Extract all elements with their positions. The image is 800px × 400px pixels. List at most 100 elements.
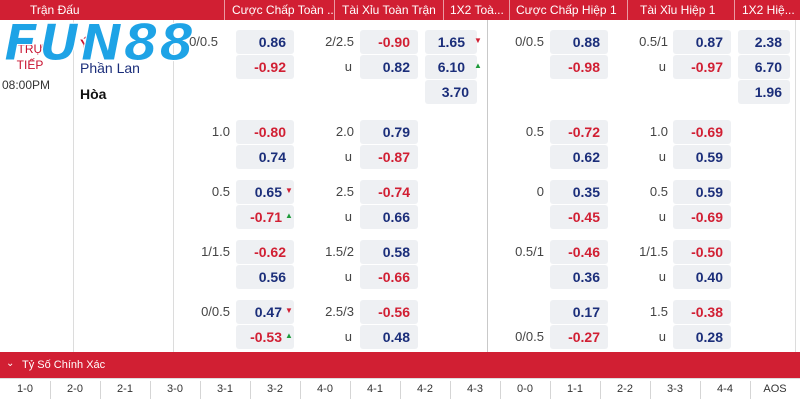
odds-cell[interactable]: 0.40 xyxy=(673,265,731,289)
odds-cell[interactable]: 1.65 xyxy=(425,30,477,54)
odds-cell[interactable]: -0.46 xyxy=(550,240,608,264)
h1-hdp-line: 0/0.5 xyxy=(515,329,544,344)
odds-cell[interactable]: 0.58 xyxy=(360,240,418,264)
score-option[interactable]: 4-2 xyxy=(417,383,433,395)
score-option[interactable]: 4-0 xyxy=(317,383,333,395)
odds-cell[interactable]: -0.56 xyxy=(360,300,418,324)
header-divider xyxy=(224,0,225,20)
score-option[interactable]: 2-0 xyxy=(67,383,83,395)
score-option[interactable]: 3-2 xyxy=(267,383,283,395)
odds-cell[interactable]: -0.98 xyxy=(550,55,608,79)
odds-cell[interactable]: 0.86 xyxy=(236,30,294,54)
score-option[interactable]: 2-2 xyxy=(617,383,633,395)
odds-cell[interactable]: -0.69 xyxy=(673,120,731,144)
chevron-down-icon[interactable]: ⌄ xyxy=(6,358,15,369)
score-option[interactable]: 0-0 xyxy=(517,383,533,395)
score-option[interactable]: 3-1 xyxy=(217,383,233,395)
odds-down-icon: ▼ xyxy=(285,186,293,195)
odds-cell[interactable]: -0.87 xyxy=(360,145,418,169)
score-option[interactable]: 1-0 xyxy=(17,383,33,395)
odds-cell[interactable]: -0.53 xyxy=(236,325,294,349)
odds-cell[interactable]: -0.97 xyxy=(673,55,731,79)
ft-ou-line: 2.5/3 xyxy=(325,304,354,319)
score-option[interactable]: 3-3 xyxy=(667,383,683,395)
odds-cell[interactable]: -0.66 xyxy=(360,265,418,289)
score-option[interactable]: 3-0 xyxy=(167,383,183,395)
odds-cell[interactable]: -0.69 xyxy=(673,205,731,229)
odds-cell[interactable]: 0.65 xyxy=(236,180,294,204)
odds-cell[interactable]: 0.88 xyxy=(550,30,608,54)
odds-cell[interactable]: 6.10 xyxy=(425,55,477,79)
table-header: Trận Đấu Cược Chấp Toàn ... Tài Xỉu Toàn… xyxy=(0,0,800,20)
odds-cell[interactable]: -0.74 xyxy=(360,180,418,204)
draw-label: Hòa xyxy=(80,86,107,102)
header-ft-1x2[interactable]: 1X2 Toà... xyxy=(450,3,504,17)
match-time: 08:00PM xyxy=(2,78,51,92)
odds-cell[interactable]: -0.38 xyxy=(673,300,731,324)
odds-cell[interactable]: 0.74 xyxy=(236,145,294,169)
score-option[interactable]: 1-1 xyxy=(567,383,583,395)
score-option[interactable]: AOS xyxy=(763,383,787,395)
odds-cell[interactable]: 0.36 xyxy=(550,265,608,289)
odds-cell[interactable]: 0.79 xyxy=(360,120,418,144)
header-h1-1x2[interactable]: 1X2 Hiệ... xyxy=(742,3,795,17)
odds-cell[interactable]: 6.70 xyxy=(738,55,790,79)
fun88-logo: FUN88 xyxy=(3,14,196,72)
header-h1-overunder[interactable]: Tài Xỉu Hiệp 1 xyxy=(640,3,716,17)
odds-cell[interactable]: -0.45 xyxy=(550,205,608,229)
score-option[interactable]: 4-3 xyxy=(467,383,483,395)
score-option[interactable]: 4-1 xyxy=(367,383,383,395)
odds-cell[interactable]: 0.62 xyxy=(550,145,608,169)
odds-cell[interactable]: 0.59 xyxy=(673,145,731,169)
odds-cell[interactable]: 0.48 xyxy=(360,325,418,349)
header-divider xyxy=(509,0,510,20)
h1-hdp-line: 0/0.5 xyxy=(515,34,544,49)
header-ft-handicap[interactable]: Cược Chấp Toàn ... xyxy=(232,3,334,17)
half-divider xyxy=(487,20,488,352)
under-label: u xyxy=(344,149,352,164)
score-divider xyxy=(450,381,451,399)
h1-ou-line: 0.5/1 xyxy=(639,34,668,49)
under-label: u xyxy=(344,209,352,224)
score-option[interactable]: 4-4 xyxy=(717,383,733,395)
away-team[interactable]: Phần Lan xyxy=(80,60,140,76)
header-ft-overunder[interactable]: Tài Xỉu Toàn Trận xyxy=(342,3,436,17)
h1-ou-line: 1.5 xyxy=(649,304,668,319)
odds-cell[interactable]: 0.66 xyxy=(360,205,418,229)
odds-cell[interactable]: 0.87 xyxy=(673,30,731,54)
score-divider xyxy=(300,381,301,399)
score-options-row: 1-0 2-0 2-1 3-0 3-1 3-2 4-0 4-1 4-2 4-3 0-0 1-1 2-2 3… xyxy=(0,378,800,400)
odds-cell[interactable]: -0.72 xyxy=(550,120,608,144)
odds-cell[interactable]: -0.50 xyxy=(673,240,731,264)
odds-up-icon: ▲ xyxy=(285,211,293,220)
odds-cell[interactable]: -0.80 xyxy=(236,120,294,144)
odds-cell[interactable]: -0.92 xyxy=(236,55,294,79)
score-divider xyxy=(50,381,51,399)
score-divider xyxy=(200,381,201,399)
match-info-column: TRỰC TIẾP 08:00PM xyxy=(0,20,74,352)
odds-cell[interactable]: 2.38 xyxy=(738,30,790,54)
odds-cell[interactable]: 1.96 xyxy=(738,80,790,104)
odds-cell[interactable]: 0.59 xyxy=(673,180,731,204)
odds-cell[interactable]: -0.27 xyxy=(550,325,608,349)
odds-cell[interactable]: 0.82 xyxy=(360,55,418,79)
odds-cell[interactable]: 0.28 xyxy=(673,325,731,349)
score-option[interactable]: 2-1 xyxy=(117,383,133,395)
under-label: u xyxy=(658,329,666,344)
odds-cell[interactable]: 0.35 xyxy=(550,180,608,204)
odds-cell[interactable]: -0.62 xyxy=(236,240,294,264)
header-h1-handicap[interactable]: Cược Chấp Hiệp 1 xyxy=(516,3,617,17)
under-label: u xyxy=(658,149,666,164)
ft-hdp-line: 1/1.5 xyxy=(201,244,230,259)
odds-cell[interactable]: -0.71 xyxy=(236,205,294,229)
odds-cell[interactable]: 0.17 xyxy=(550,300,608,324)
h1-ou-line: 1/1.5 xyxy=(639,244,668,259)
correct-score-bar[interactable]: ⌄ Tỷ Số Chính Xác xyxy=(0,352,800,378)
odds-cell[interactable]: 0.47 xyxy=(236,300,294,324)
odds-cell[interactable]: -0.90 xyxy=(360,30,418,54)
home-team[interactable]: Ý xyxy=(80,36,90,52)
odds-cell[interactable]: 3.70 xyxy=(425,80,477,104)
score-divider xyxy=(750,381,751,399)
odds-cell[interactable]: 0.56 xyxy=(236,265,294,289)
header-divider xyxy=(627,0,628,20)
